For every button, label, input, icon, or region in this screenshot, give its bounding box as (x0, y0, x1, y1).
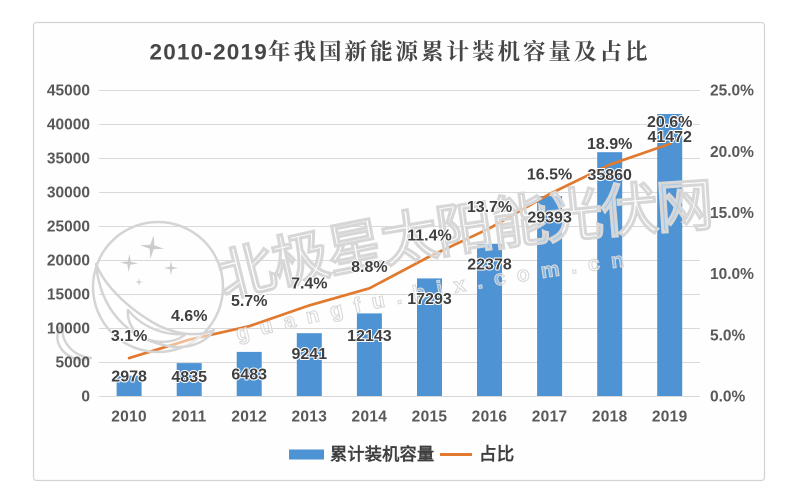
svg-text:8.8%: 8.8% (351, 259, 387, 276)
svg-text:2018: 2018 (592, 409, 628, 426)
svg-text:10.0%: 10.0% (710, 266, 754, 283)
svg-text:占比: 占比 (479, 444, 515, 464)
svg-text:20000: 20000 (47, 253, 90, 270)
svg-text:12143: 12143 (347, 328, 392, 345)
svg-text:5.0%: 5.0% (710, 327, 746, 344)
svg-text:15.0%: 15.0% (710, 205, 754, 222)
svg-text:29393: 29393 (527, 209, 572, 226)
svg-text:20.0%: 20.0% (710, 144, 754, 161)
svg-text:0: 0 (81, 389, 90, 406)
svg-text:40000: 40000 (47, 117, 90, 134)
svg-text:30000: 30000 (47, 185, 90, 202)
svg-text:2978: 2978 (111, 368, 147, 385)
svg-text:16.5%: 16.5% (527, 166, 572, 183)
svg-text:41472: 41472 (647, 129, 692, 146)
svg-text:10000: 10000 (47, 321, 90, 338)
svg-text:2011: 2011 (172, 409, 207, 426)
svg-text:45000: 45000 (47, 83, 90, 100)
svg-text:2019: 2019 (652, 409, 688, 426)
svg-text:2014: 2014 (352, 409, 388, 426)
svg-text:6483: 6483 (231, 366, 267, 383)
svg-text:2017: 2017 (532, 409, 568, 426)
svg-text:17293: 17293 (407, 291, 452, 308)
svg-text:11.4%: 11.4% (407, 227, 451, 244)
svg-text:35860: 35860 (587, 167, 632, 184)
svg-text:累计装机容量: 累计装机容量 (330, 444, 434, 464)
svg-text:2012: 2012 (231, 409, 267, 426)
svg-text:25000: 25000 (47, 219, 90, 236)
svg-text:9241: 9241 (292, 346, 328, 363)
svg-text:2010-2019年我国新能源累计装机容量及占比: 2010-2019年我国新能源累计装机容量及占比 (150, 35, 651, 67)
svg-text:15000: 15000 (47, 287, 90, 304)
svg-text:2015: 2015 (412, 409, 448, 426)
svg-text:18.9%: 18.9% (587, 136, 632, 153)
svg-text:25.0%: 25.0% (710, 83, 754, 100)
svg-text:22378: 22378 (467, 256, 512, 273)
svg-text:35000: 35000 (47, 151, 90, 168)
svg-text:2013: 2013 (291, 409, 327, 426)
svg-text:5.7%: 5.7% (231, 293, 267, 310)
svg-text:4835: 4835 (171, 369, 207, 386)
svg-text:5000: 5000 (56, 355, 90, 372)
svg-text:20.6%: 20.6% (647, 114, 692, 131)
svg-text:3.1%: 3.1% (111, 328, 147, 345)
svg-text:4.6%: 4.6% (171, 308, 207, 325)
svg-text:7.4%: 7.4% (291, 275, 327, 292)
svg-text:0.0%: 0.0% (710, 389, 746, 406)
svg-text:2016: 2016 (472, 409, 508, 426)
svg-text:2010: 2010 (111, 409, 147, 426)
svg-text:13.7%: 13.7% (467, 199, 512, 216)
